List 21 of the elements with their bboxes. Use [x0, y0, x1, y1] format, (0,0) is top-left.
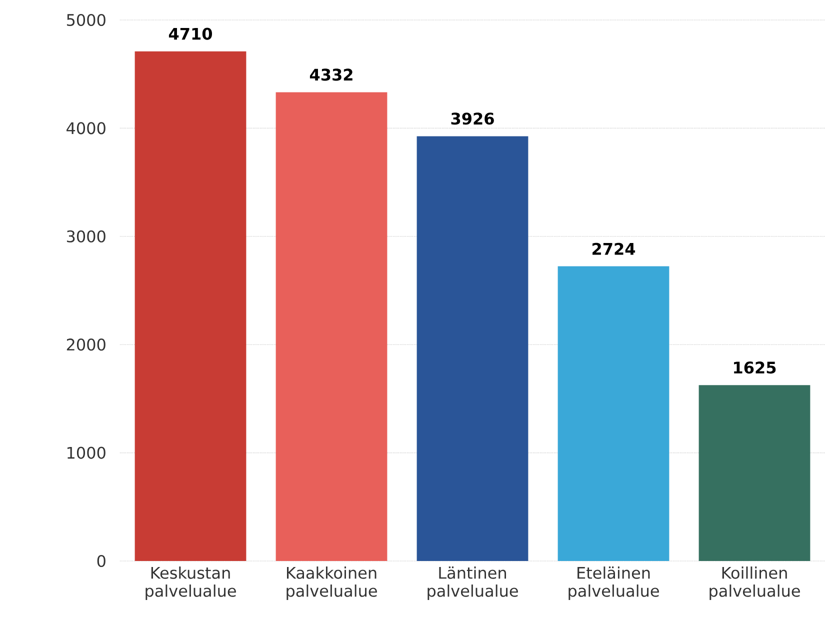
- data-label: 2724: [592, 242, 636, 255]
- bar: [698, 385, 810, 561]
- data-label: 1625: [734, 362, 776, 374]
- x-tick-label: Eteläinen palvelualue: [568, 566, 659, 600]
- bar: [558, 266, 670, 561]
- bar: [276, 92, 388, 561]
- x-tick-label: Keskustan palvelualue: [146, 566, 236, 600]
- y-tick-label: 0: [97, 554, 106, 568]
- y-tick-label: 5000: [66, 14, 106, 26]
- data-label: 4710: [168, 28, 212, 40]
- x-tick-label: Koillinen palvelualue: [710, 566, 800, 600]
- x-tick-label: Läntinen palvelualue: [428, 566, 518, 600]
- y-tick-label: 4000: [66, 122, 106, 134]
- data-label: 3926: [451, 112, 494, 125]
- y-tick-label: 3000: [66, 230, 106, 242]
- data-label: 4332: [310, 68, 352, 81]
- bar: [134, 51, 246, 561]
- y-tick-label: 2000: [66, 338, 106, 351]
- x-tick-label: Kaakkoinen palvelualue: [286, 566, 377, 600]
- y-tick-label: 1000: [68, 446, 106, 459]
- bar: [416, 136, 528, 561]
